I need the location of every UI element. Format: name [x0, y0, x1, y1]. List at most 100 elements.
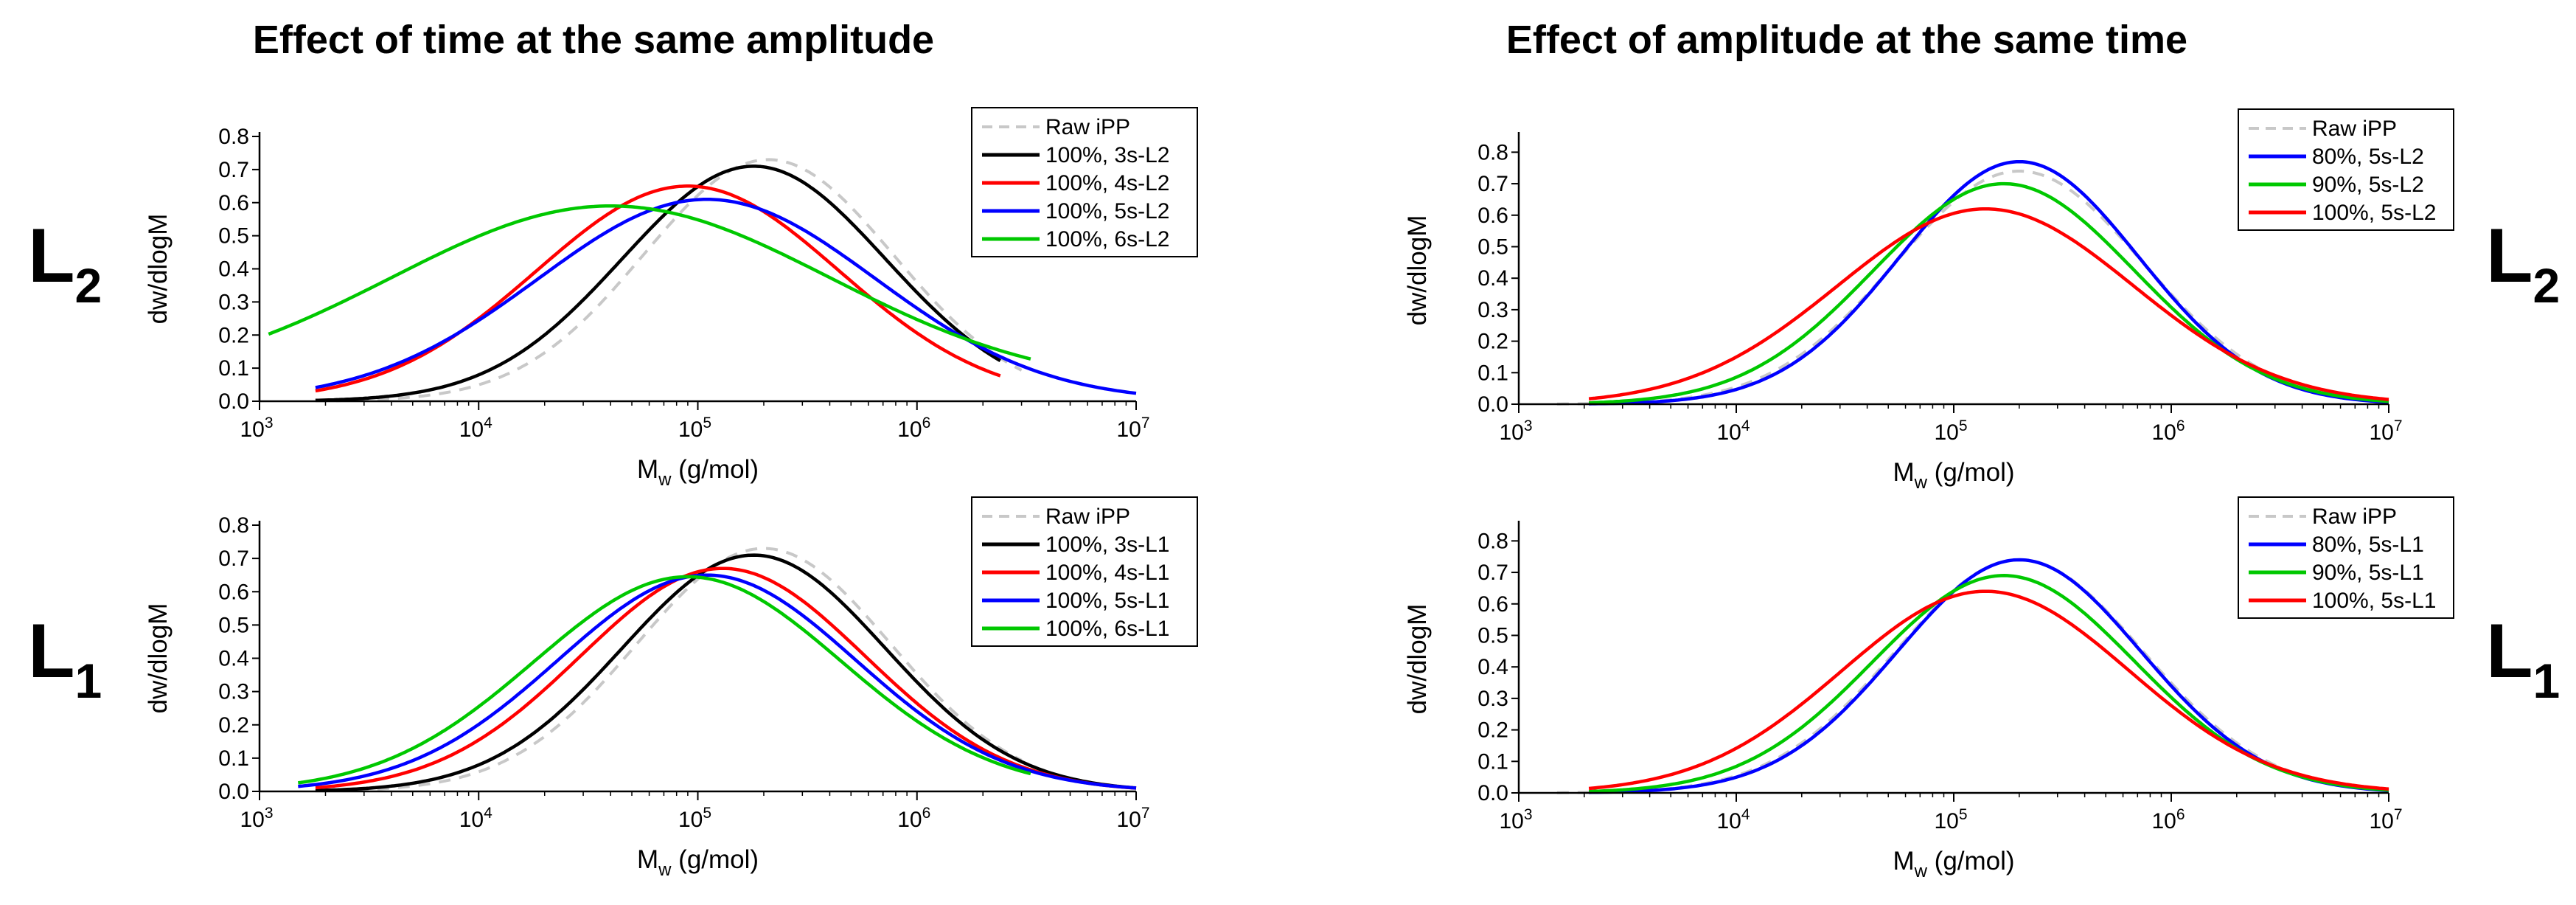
- y-tick-label: 0.7: [218, 547, 249, 571]
- legend-label: Raw iPP: [2312, 504, 2397, 529]
- y-tick-label: 0.0: [218, 780, 249, 804]
- row-label-left-top: L2: [28, 213, 102, 313]
- legend-label: 100%, 5s-L1: [2312, 589, 2436, 613]
- legend-label: 100%, 5s-L1: [1045, 589, 1169, 613]
- series-line: [315, 164, 1001, 403]
- x-tick-label: 105: [678, 805, 711, 832]
- y-tick-label: 0.3: [218, 290, 249, 314]
- legend-label: 80%, 5s-L2: [2312, 145, 2424, 169]
- x-tick-label: 107: [2369, 806, 2402, 833]
- series-line: [315, 184, 1001, 393]
- y-tick-label: 0.6: [218, 191, 249, 215]
- series-line: [298, 573, 1137, 790]
- y-axis-label: dw/dlogM: [144, 214, 173, 325]
- x-tick-label: 104: [1716, 806, 1750, 833]
- y-tick-label: 0.4: [1477, 266, 1508, 291]
- x-tick-label: 103: [240, 415, 273, 442]
- x-tick-label: 103: [1499, 417, 1532, 445]
- legend-label: 90%, 5s-L1: [2312, 561, 2424, 585]
- legend-label: Raw iPP: [1045, 115, 1130, 139]
- series-line: [1588, 589, 2389, 791]
- x-tick-label: 105: [678, 415, 711, 442]
- y-tick-label: 0.2: [1477, 330, 1508, 354]
- x-tick-label: 103: [240, 805, 273, 832]
- y-tick-label: 0.2: [218, 713, 249, 738]
- y-tick-label: 0.6: [1477, 592, 1508, 617]
- legend-label: Raw iPP: [2312, 117, 2397, 141]
- x-axis-label: Mw (g/mol): [1893, 458, 2014, 493]
- y-tick-label: 0.7: [1477, 561, 1508, 585]
- y-tick-label: 0.6: [218, 580, 249, 604]
- chart-amplitude-L1: 0.0 0.1 0.2 0.3 0.4 0.5 0.6 0.7 0.8 103 104 105 106 1…: [1403, 496, 2454, 881]
- y-tick-label: 0.4: [218, 257, 249, 282]
- row-label-right-top: L2: [2486, 213, 2560, 313]
- legend-label: Raw iPP: [1045, 504, 1130, 529]
- x-tick-label: 105: [1934, 417, 1967, 445]
- y-tick-label: 0.1: [1477, 749, 1508, 774]
- y-axis-label: dw/dlogM: [1403, 215, 1432, 326]
- y-tick-label: 0.6: [1477, 204, 1508, 228]
- y-tick-label: 0.5: [1477, 235, 1508, 259]
- y-tick-label: 0.1: [218, 356, 249, 381]
- x-tick-label: 105: [1934, 806, 1967, 833]
- legend-label: 80%, 5s-L1: [2312, 533, 2424, 557]
- legend-label: 100%, 3s-L1: [1045, 533, 1169, 557]
- x-axis-label: Mw (g/mol): [637, 845, 759, 880]
- y-tick-label: 0.1: [1477, 361, 1508, 385]
- y-tick-label: 0.7: [1477, 172, 1508, 196]
- x-axis-label: Mw (g/mol): [1893, 847, 2014, 881]
- y-tick-label: 0.0: [1477, 781, 1508, 805]
- y-tick-label: 0.4: [218, 647, 249, 671]
- y-axis-label: dw/dlogM: [144, 603, 173, 714]
- y-tick-label: 0.5: [218, 224, 249, 249]
- y-tick-label: 0.8: [1477, 140, 1508, 164]
- x-tick-label: 106: [2151, 806, 2185, 833]
- x-axis-label: Mw (g/mol): [637, 455, 759, 490]
- y-tick-label: 0.8: [1477, 529, 1508, 553]
- legend-label: 100%, 4s-L2: [1045, 171, 1169, 195]
- y-tick-label: 0.2: [218, 323, 249, 347]
- legend-label: 100%, 5s-L2: [2312, 201, 2436, 225]
- y-tick-label: 0.3: [1477, 687, 1508, 711]
- row-label-right-bottom: L1: [2486, 608, 2560, 708]
- series-line: [315, 566, 1137, 790]
- y-tick-label: 0.4: [1477, 655, 1508, 679]
- legend-label: 100%, 4s-L1: [1045, 561, 1169, 585]
- x-tick-label: 103: [1499, 806, 1532, 833]
- series-line: [315, 198, 1137, 395]
- legend-label: 100%, 3s-L2: [1045, 143, 1169, 167]
- y-tick-label: 0.0: [218, 389, 249, 414]
- x-tick-label: 106: [897, 805, 930, 832]
- x-tick-label: 106: [897, 415, 930, 442]
- y-tick-label: 0.0: [1477, 392, 1508, 417]
- series-line: [298, 575, 1031, 785]
- legend-label: 100%, 6s-L2: [1045, 227, 1169, 252]
- legend-label: 90%, 5s-L2: [2312, 173, 2424, 197]
- y-tick-label: 0.2: [1477, 718, 1508, 743]
- x-tick-label: 104: [459, 415, 492, 442]
- y-tick-label: 0.8: [218, 125, 249, 149]
- y-tick-label: 0.5: [1477, 623, 1508, 648]
- right-column-title: Effect of amplitude at the same time: [1506, 18, 2187, 62]
- row-label-left-bottom: L1: [28, 608, 102, 708]
- y-tick-label: 0.3: [218, 680, 249, 704]
- x-tick-label: 104: [1716, 417, 1750, 445]
- x-tick-label: 106: [2151, 417, 2185, 445]
- y-tick-label: 0.3: [1477, 298, 1508, 322]
- x-tick-label: 107: [1116, 805, 1149, 832]
- left-column-title: Effect of time at the same amplitude: [253, 18, 934, 62]
- series-line: [268, 204, 1031, 361]
- chart-time-L2: 0.0 0.1 0.2 0.3 0.4 0.5 0.6 0.7 0.8 103 104 105 106 1…: [144, 107, 1198, 490]
- x-tick-label: 104: [459, 805, 492, 832]
- series-line: [315, 158, 1023, 403]
- chart-panels: 0.0 0.1 0.2 0.3 0.4 0.5 0.6 0.7 0.8 103 104 105 106 1…: [144, 107, 2454, 881]
- series-line: [1556, 558, 2389, 794]
- chart-time-L1: 0.0 0.1 0.2 0.3 0.4 0.5 0.6 0.7 0.8 103 104 105 106 1…: [144, 496, 1198, 880]
- series-line: [1589, 181, 2389, 405]
- legend-label: 100%, 5s-L2: [1045, 199, 1169, 223]
- y-tick-label: 0.8: [218, 513, 249, 538]
- series-line: [315, 547, 1023, 793]
- x-tick-label: 107: [1116, 415, 1149, 442]
- chart-amplitude-L2: 0.0 0.1 0.2 0.3 0.4 0.5 0.6 0.7 0.8 103 104 105 106 1…: [1403, 108, 2454, 493]
